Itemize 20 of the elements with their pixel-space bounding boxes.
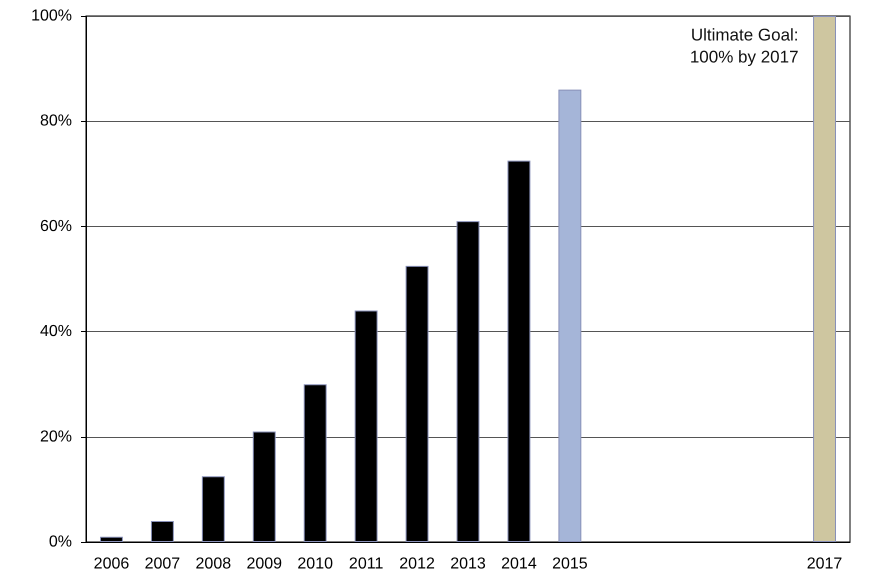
bar — [558, 90, 582, 542]
y-tick-label: 0% — [48, 534, 72, 550]
y-tick-label: 20% — [40, 428, 72, 446]
x-tick-label: 2009 — [246, 556, 282, 572]
x-tick-label: 2014 — [501, 556, 537, 572]
y-tick-label: 40% — [40, 323, 72, 340]
x-tick-label: 2011 — [348, 556, 384, 572]
y-tick-label: 80% — [40, 112, 72, 130]
annotation: Ultimate Goal: 100% by 2017 — [690, 26, 799, 66]
x-tick-label: 2013 — [450, 556, 486, 572]
x-tick-label: 2012 — [399, 556, 435, 572]
bar — [813, 16, 836, 542]
x-tick-label: 2008 — [196, 556, 232, 572]
x-tick-label: 2015 — [552, 556, 588, 572]
x-tick-label: 2010 — [297, 556, 334, 572]
x-tick-label: 2007 — [144, 556, 180, 572]
x-tick-label: 2017 — [806, 556, 842, 572]
y-tick-label: 60% — [40, 218, 72, 235]
x-tick-label: 2006 — [94, 556, 130, 572]
y-tick-label: 100% — [31, 8, 72, 24]
